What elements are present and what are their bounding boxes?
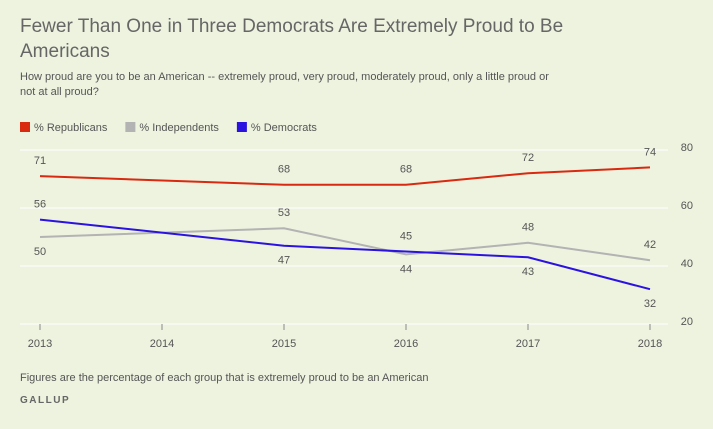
data-label: 68	[400, 164, 412, 176]
legend-label: % Independents	[139, 122, 219, 134]
data-label: 74	[644, 146, 656, 158]
note: Figures are the percentage of each group…	[20, 372, 429, 384]
x-tick-label: 2014	[150, 338, 174, 350]
data-label: 32	[644, 298, 656, 310]
chart-subtitle: How proud are you to be an American -- e…	[20, 71, 549, 98]
legend-swatch	[236, 122, 247, 132]
series-line	[39, 166, 651, 186]
y-tick-label: 80	[681, 142, 693, 154]
data-label: 47	[278, 255, 290, 267]
data-label: 53	[278, 207, 290, 219]
data-label: 56	[34, 199, 46, 211]
data-label: 68	[278, 164, 290, 176]
chart: 20 40 60 80 2013 2014 2015 2016 2017 2018 % Republ…	[20, 122, 693, 350]
data-label: 71	[34, 155, 46, 167]
x-tick-label: 2017	[516, 338, 540, 350]
data-label: 44	[400, 263, 412, 275]
y-tick-label: 60	[681, 200, 693, 212]
y-tick-label: 20	[681, 316, 693, 328]
data-label: 42	[644, 239, 656, 251]
data-label: 72	[522, 152, 534, 164]
chart-title: Fewer Than One in Three Democrats Are Ex…	[20, 16, 564, 62]
data-label: 48	[522, 222, 534, 234]
data-label: 43	[522, 266, 534, 278]
data-label: 45	[400, 230, 412, 242]
data-label: 50	[34, 246, 46, 258]
legend-label: % Democrats	[251, 122, 318, 134]
legend-label: % Republicans	[34, 122, 108, 134]
legend-swatch	[20, 122, 30, 132]
series-line	[39, 227, 651, 262]
y-tick-label: 40	[681, 258, 693, 270]
x-tick-label: 2015	[272, 338, 296, 350]
x-tick-label: 2016	[394, 338, 418, 350]
source: GALLUP	[20, 395, 71, 406]
legend-swatch	[125, 122, 136, 132]
series-line	[39, 218, 651, 291]
x-tick-label: 2013	[28, 338, 52, 350]
x-tick-label: 2018	[638, 338, 662, 350]
